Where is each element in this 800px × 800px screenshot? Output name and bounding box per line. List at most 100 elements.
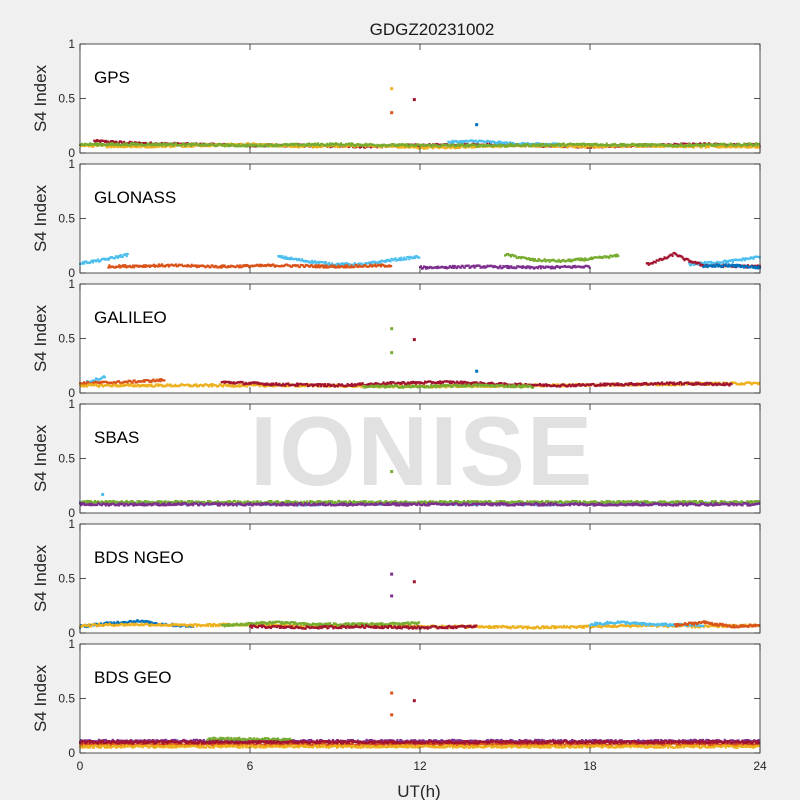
data-point [126, 252, 129, 256]
data-point [466, 145, 469, 148]
data-point [319, 385, 322, 388]
data-point [97, 385, 100, 388]
data-point [275, 382, 278, 385]
data-point [117, 380, 120, 383]
data-point [419, 145, 422, 148]
data-point [473, 266, 476, 269]
data-point [509, 144, 512, 148]
data-point [682, 383, 685, 386]
data-point [91, 145, 95, 148]
outlier-point [390, 87, 394, 91]
data-point [88, 261, 92, 264]
data-point [753, 144, 756, 147]
data-point [434, 386, 437, 389]
data-point [383, 385, 386, 388]
data-point [422, 267, 425, 270]
data-point [451, 264, 454, 267]
data-point [147, 379, 150, 382]
data-point [745, 146, 748, 149]
data-point [223, 383, 226, 386]
data-point [540, 267, 543, 270]
data-point [714, 265, 717, 268]
data-point [510, 386, 513, 389]
data-point [478, 264, 481, 267]
data-point [447, 380, 450, 383]
data-point [746, 264, 749, 267]
outlier-point [390, 111, 394, 115]
data-point [195, 383, 198, 386]
data-point [510, 255, 513, 258]
data-point [557, 143, 560, 147]
data-point [429, 384, 432, 387]
data-point [310, 264, 313, 267]
data-point [164, 146, 167, 149]
data-point [724, 383, 727, 386]
data-point [156, 265, 160, 268]
outlier-point [475, 369, 479, 373]
data-point [499, 143, 502, 146]
data-point [659, 144, 662, 147]
data-point [640, 143, 643, 146]
data-point [158, 143, 161, 147]
data-point [579, 259, 582, 262]
data-point [539, 382, 542, 386]
data-point [115, 143, 118, 147]
data-point [686, 381, 689, 384]
data-point [530, 258, 533, 262]
data-point [125, 255, 128, 258]
data-point [529, 267, 532, 270]
data-point [477, 141, 480, 144]
panel-label: GLONASS [94, 188, 176, 207]
data-point [149, 265, 152, 268]
data-point [757, 146, 760, 149]
data-point [364, 142, 367, 145]
data-point [95, 142, 99, 145]
data-point [157, 263, 161, 266]
data-point [482, 266, 485, 269]
data-point [194, 264, 197, 267]
data-point [324, 261, 328, 264]
data-point [174, 263, 177, 266]
outlier-point [390, 327, 394, 331]
data-point [518, 384, 521, 387]
data-point [560, 144, 563, 147]
data-point [342, 145, 345, 148]
data-point [239, 142, 242, 145]
data-point [595, 146, 598, 149]
data-point [485, 142, 489, 145]
data-point [573, 146, 576, 149]
data-point [243, 384, 246, 387]
data-point [92, 381, 96, 384]
data-point [496, 382, 499, 386]
data-point [590, 256, 593, 259]
data-point [603, 384, 606, 387]
data-point [523, 143, 526, 146]
data-point [461, 139, 464, 143]
data-point [248, 266, 251, 269]
data-point [646, 262, 649, 265]
data-point [187, 145, 190, 148]
data-point [448, 382, 451, 385]
data-point [479, 381, 482, 384]
data-point [345, 385, 348, 388]
data-point [684, 146, 688, 149]
data-point [211, 264, 214, 267]
data-point [621, 146, 624, 149]
data-point [328, 142, 332, 145]
data-point [190, 263, 193, 266]
data-point [243, 145, 246, 148]
data-point [537, 258, 540, 261]
data-point [134, 142, 137, 145]
data-point [230, 385, 233, 388]
data-point [577, 258, 580, 261]
data-series [419, 264, 591, 270]
data-point [323, 264, 326, 268]
data-point [562, 142, 566, 145]
data-point [293, 144, 296, 147]
data-point [150, 383, 153, 386]
data-point [488, 386, 491, 389]
data-point [415, 382, 418, 385]
data-point [641, 144, 644, 148]
data-point [728, 263, 731, 266]
data-point [323, 263, 327, 266]
